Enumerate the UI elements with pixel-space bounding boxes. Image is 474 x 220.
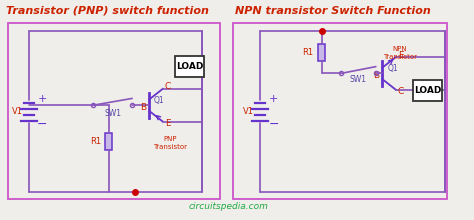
Text: R1: R1: [90, 137, 101, 146]
Text: LOAD: LOAD: [414, 86, 441, 95]
Text: B: B: [374, 71, 380, 80]
Text: Q1: Q1: [154, 96, 165, 105]
Text: circuitspedia.com: circuitspedia.com: [188, 202, 268, 211]
Bar: [8, 23, 219, 199]
Bar: [319, 44, 325, 61]
Text: NPN transistor Switch Function: NPN transistor Switch Function: [235, 6, 431, 16]
Text: E: E: [398, 51, 403, 60]
Bar: [413, 80, 442, 101]
Text: V1: V1: [12, 107, 23, 116]
Text: LOAD: LOAD: [176, 62, 203, 71]
Text: PNP
Transistor: PNP Transistor: [154, 136, 188, 150]
Text: C: C: [164, 82, 171, 91]
Text: −: −: [37, 118, 47, 131]
Text: E: E: [164, 119, 170, 128]
Text: R1: R1: [301, 48, 313, 57]
Text: Transistor (PNP) switch function: Transistor (PNP) switch function: [6, 6, 209, 16]
Text: C: C: [398, 87, 404, 96]
Text: SW1: SW1: [350, 75, 367, 84]
Bar: [106, 133, 112, 150]
Text: V1: V1: [243, 107, 254, 116]
Text: +: +: [38, 94, 47, 104]
Text: B: B: [140, 103, 146, 112]
Text: Q1: Q1: [387, 64, 398, 73]
Text: +: +: [269, 94, 278, 104]
Bar: [175, 56, 204, 77]
Text: −: −: [268, 118, 279, 131]
Text: NPN
Transistor: NPN Transistor: [383, 46, 417, 60]
Text: SW1: SW1: [104, 109, 121, 118]
Bar: [233, 23, 447, 199]
